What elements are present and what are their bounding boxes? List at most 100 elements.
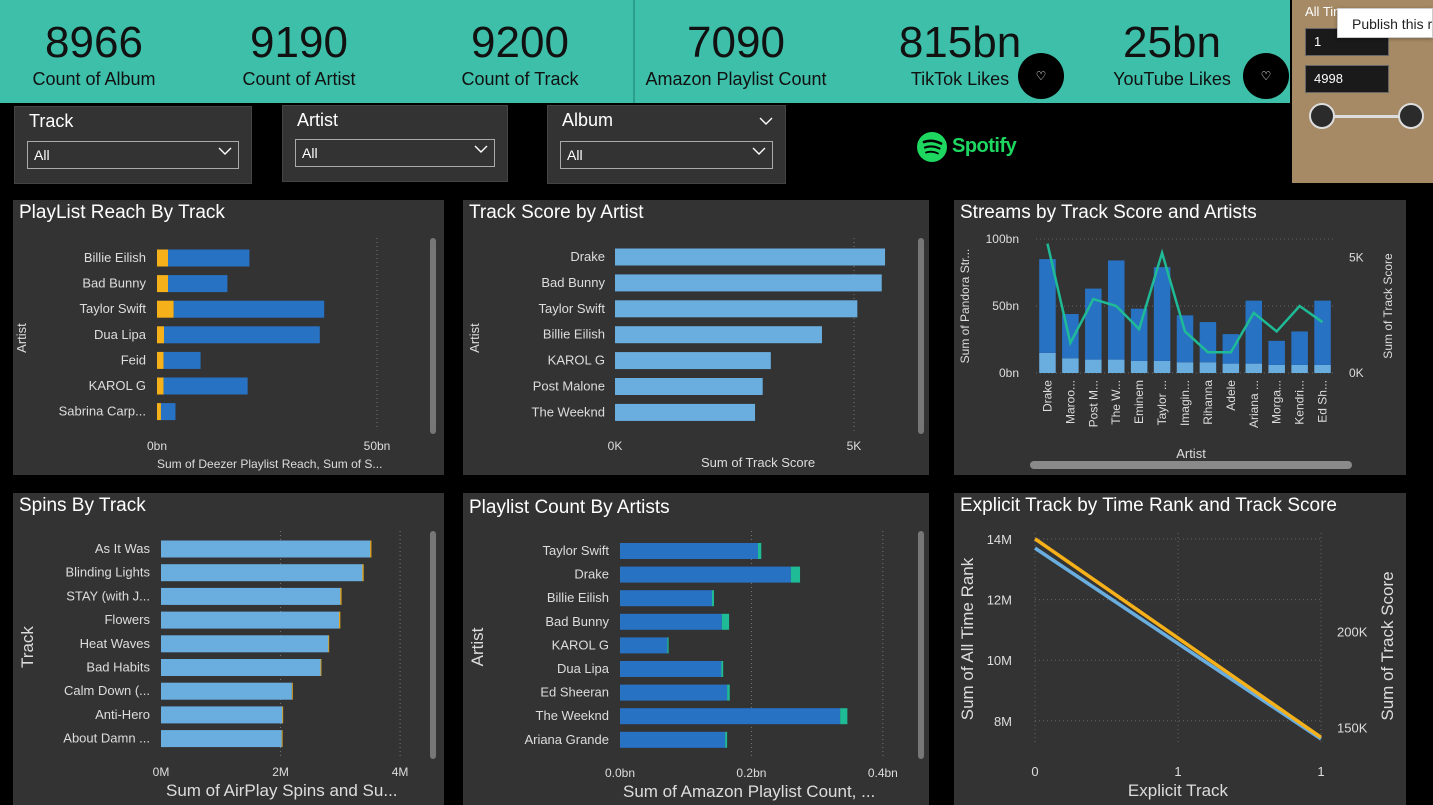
y-tick-label: 50bn <box>992 299 1019 313</box>
bar <box>1176 315 1194 363</box>
brand-name: Spotify <box>952 135 1017 157</box>
chart-title: Track Score by Artist <box>469 202 644 223</box>
kpi-card-youtube-likes[interactable]: 25bn YouTube Likes <box>1092 0 1252 90</box>
bar <box>163 377 248 395</box>
x-axis-title: Sum of Deezer Playlist Reach, Sum of S..… <box>157 457 382 471</box>
chevron-down-icon[interactable] <box>759 114 773 128</box>
bar <box>157 300 174 318</box>
x-axis-title: Sum of Amazon Playlist Count, ... <box>623 782 875 801</box>
bar <box>281 730 283 748</box>
bar <box>1268 340 1285 365</box>
y-tick-label: 12M <box>987 593 1012 608</box>
range-slider-max-handle[interactable] <box>1398 103 1424 129</box>
category-label: Anti-Hero <box>95 707 150 722</box>
track-score-chart: 0K 5K Drake Bad Bunny Taylor Swift Billie Eil… <box>467 238 924 470</box>
bar <box>615 248 886 266</box>
bar <box>1153 267 1171 361</box>
bar <box>1039 259 1056 353</box>
bar <box>725 731 728 748</box>
x-tick-label: 0 <box>1031 764 1038 779</box>
panel-explicit: Explicit Track by Time Rank and Track Sc… <box>954 493 1406 805</box>
kpi-card-amazon-playlists[interactable]: 7090 Amazon Playlist Count <box>636 0 836 90</box>
kpi-value: 25bn <box>1123 18 1221 67</box>
x-tick-label: 0bn <box>147 439 167 453</box>
x-tick-label: 1 <box>1317 764 1324 779</box>
kpi-divider <box>633 0 635 103</box>
slicer-value: All <box>567 147 583 163</box>
series-line <box>1034 546 1322 741</box>
category-label: Drake <box>570 249 605 264</box>
y-tick-label: 14M <box>987 532 1012 547</box>
scrollbar <box>430 531 436 759</box>
album-slicer[interactable]: Album All <box>547 105 786 184</box>
x-tick-label: Drake <box>1040 380 1054 412</box>
category-label: Taylor Swift <box>543 543 610 558</box>
slicer-title: Album <box>562 110 614 130</box>
x-tick-label: Post M... <box>1086 380 1100 427</box>
artist-dropdown[interactable]: All <box>295 139 495 167</box>
heart-icon[interactable]: ♡ <box>1243 53 1289 99</box>
x-tick-label: 0M <box>153 765 170 779</box>
bar <box>161 587 341 605</box>
bar <box>620 731 726 748</box>
bar <box>362 564 364 582</box>
bar <box>1130 360 1148 373</box>
bar <box>1130 308 1148 361</box>
playlist-reach-chart: 0bn 50bn Billie Eilish Bad Bunny Taylor Swif… <box>14 238 436 471</box>
heart-icon[interactable]: ♡ <box>1018 53 1064 99</box>
bar <box>620 708 841 725</box>
category-label: Feid <box>121 352 146 367</box>
bar <box>157 275 168 293</box>
x-axis-title: Sum of AirPlay Spins and Su... <box>166 781 398 800</box>
bar <box>1199 362 1217 373</box>
album-dropdown[interactable]: All <box>560 141 773 169</box>
bar <box>157 351 164 369</box>
x-tick-label: Morga... <box>1270 380 1284 424</box>
bar <box>1039 352 1056 373</box>
bar <box>1268 364 1285 373</box>
x-tick-label: Kendri... <box>1293 380 1307 425</box>
y2-axis-title: Sum of Track Score <box>1378 571 1397 720</box>
artist-slicer[interactable]: Artist All <box>282 105 508 182</box>
kpi-card-tiktok-likes[interactable]: 815bn TikTok Likes <box>880 0 1040 90</box>
category-label: Taylor Swift <box>539 301 606 316</box>
category-label: KAROL G <box>89 378 146 393</box>
track-dropdown[interactable]: All <box>27 141 239 169</box>
explicit-chart: 8M 10M 12M 14M 150K 200K 0 1 1 Sum of All Time Ra… <box>958 532 1397 800</box>
bar <box>615 300 858 318</box>
y2-tick-label: 200K <box>1337 624 1368 639</box>
chart-title: Streams by Track Score and Artists <box>960 202 1257 223</box>
x-tick-label: Maroo... <box>1063 380 1077 424</box>
chart-title: Playlist Count By Artists <box>469 497 670 518</box>
category-label: Dua Lipa <box>557 661 610 676</box>
bar <box>615 326 822 344</box>
category-label: Taylor Swift <box>80 301 147 316</box>
bar <box>161 659 321 676</box>
bar <box>157 377 164 395</box>
bar <box>157 403 161 421</box>
category-label: Billie Eilish <box>84 250 146 265</box>
bar <box>615 352 771 370</box>
bar <box>620 661 722 677</box>
slicer-title: Track <box>29 111 74 131</box>
bar <box>620 566 791 583</box>
bar <box>1245 300 1263 364</box>
kpi-card-albums[interactable]: 8966 Count of Album <box>14 0 174 90</box>
horizontal-scrollbar <box>1030 461 1352 469</box>
track-slicer[interactable]: Track All <box>14 106 252 184</box>
bar <box>1314 364 1331 373</box>
category-label: Bad Bunny <box>545 614 609 629</box>
x-axis-title: Artist <box>1176 446 1206 461</box>
bar <box>1153 360 1171 373</box>
range-max-input[interactable]: 4998 <box>1305 65 1389 93</box>
category-label: KAROL G <box>548 353 605 368</box>
kpi-card-artists[interactable]: 9190 Count of Artist <box>219 0 379 90</box>
x-tick-label: 0.4bn <box>868 766 898 780</box>
kpi-card-tracks[interactable]: 9200 Count of Track <box>440 0 600 90</box>
x-tick-label: The W... <box>1109 380 1123 425</box>
kpi-label: Count of Album <box>32 69 156 89</box>
kpi-band <box>0 0 1290 103</box>
range-slider-min-handle[interactable] <box>1309 103 1335 129</box>
category-label: Dua Lipa <box>94 327 147 342</box>
category-label: STAY (with J... <box>66 588 150 603</box>
